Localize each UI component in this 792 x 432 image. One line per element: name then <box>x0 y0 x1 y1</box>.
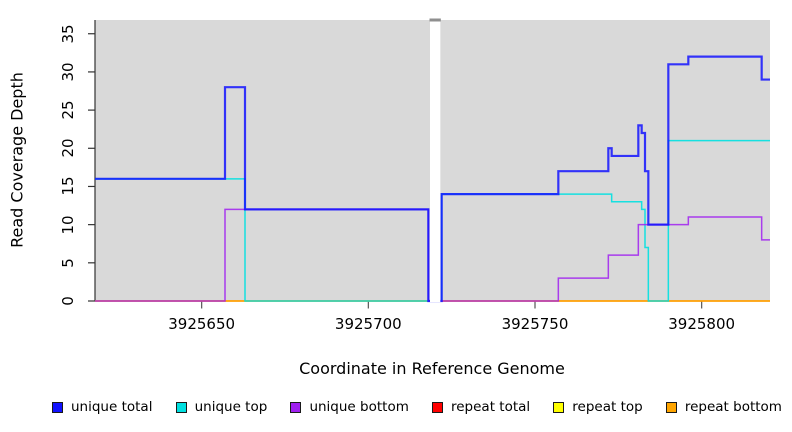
y-tick-label: 0 <box>59 296 77 306</box>
legend-label: repeat top <box>572 399 643 415</box>
legend-swatch-unique_top <box>175 401 187 413</box>
coverage-gap <box>430 18 441 302</box>
x-tick-label: 3925700 <box>334 315 402 333</box>
legend-label: repeat bottom <box>684 399 782 415</box>
y-tick-label: 30 <box>59 62 77 82</box>
legend-item-repeat_bottom: repeat bottom <box>665 399 782 415</box>
y-axis-title: Read Coverage Depth <box>7 72 27 248</box>
x-axis-title: Coordinate in Reference Genome <box>299 359 565 378</box>
series-line-unique_top <box>95 139 770 302</box>
x-tick-label: 3925800 <box>668 315 736 333</box>
legend-label: unique top <box>194 399 268 415</box>
legend-label: unique total <box>71 399 153 415</box>
y-tick-label: 5 <box>59 258 77 268</box>
x-tick-label: 3925750 <box>501 315 569 333</box>
legend-label: repeat total <box>450 399 531 415</box>
legend-item-unique_bottom: unique bottom <box>290 399 409 415</box>
y-tick-label: 10 <box>59 215 77 235</box>
legend-swatch-repeat_total <box>431 401 443 413</box>
y-tick-label: 20 <box>59 138 77 158</box>
legend-item-unique_top: unique top <box>175 399 268 415</box>
legend-swatch-repeat_bottom <box>665 401 677 413</box>
y-tick-label: 35 <box>59 24 77 44</box>
y-tick-label: 25 <box>59 100 77 120</box>
legend-swatch-unique_total <box>52 401 63 413</box>
legend-swatch-unique_bottom <box>290 401 302 413</box>
x-tick-label: 3925650 <box>168 315 236 333</box>
legend-swatch-repeat_top <box>553 401 565 413</box>
legend-label: unique bottom <box>309 399 409 415</box>
coverage-gap-cap <box>429 18 441 22</box>
legend-item-unique_total: unique total <box>52 399 152 415</box>
series-line-unique_total <box>95 55 770 303</box>
legend-item-repeat_top: repeat top <box>553 399 643 415</box>
legend: unique total unique top unique bottom repea… <box>0 399 792 415</box>
legend-item-repeat_total: repeat total <box>431 399 531 415</box>
y-tick-label: 15 <box>59 176 77 196</box>
